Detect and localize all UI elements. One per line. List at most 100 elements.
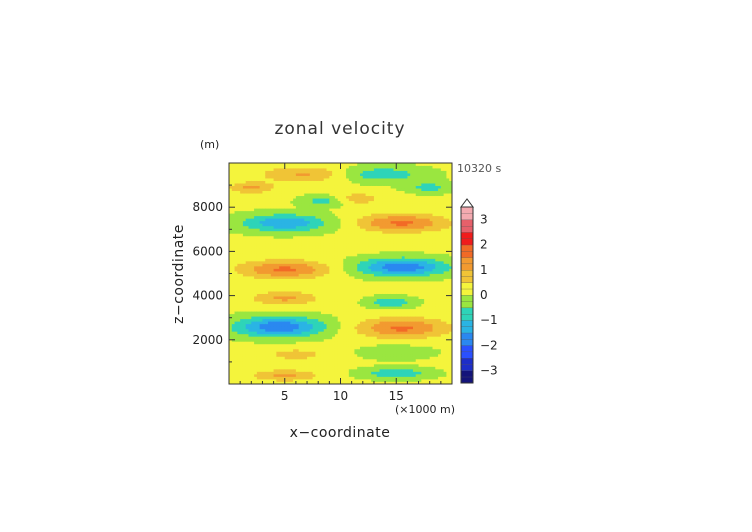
heatmap-cell [256, 170, 261, 174]
heatmap-cell [279, 205, 283, 209]
heatmap-cell [373, 193, 378, 197]
heatmap-cell [276, 178, 280, 181]
heatmap-cell [240, 283, 244, 287]
heatmap-cell [276, 200, 280, 204]
heatmap-cell [315, 220, 319, 224]
heatmap-cell [365, 245, 369, 249]
heatmap-cell [320, 225, 325, 229]
heatmap-cell [231, 308, 235, 312]
heatmap-cell [284, 373, 288, 377]
heatmap-cell [340, 223, 344, 227]
heatmap-cell [354, 265, 358, 269]
heatmap-cell [346, 270, 350, 274]
heatmap-cell [234, 240, 238, 244]
heatmap-cell [265, 175, 269, 179]
heatmap-cell [254, 185, 258, 189]
heatmap-cell [357, 361, 361, 365]
heatmap-cell [348, 248, 353, 252]
heatmap-cell [376, 353, 380, 357]
heatmap-cell [279, 170, 283, 174]
heatmap-cell [382, 318, 386, 322]
heatmap-cell [329, 235, 333, 239]
heatmap-cell [301, 336, 305, 340]
heatmap-cell [256, 353, 261, 357]
heatmap-cell [273, 245, 277, 249]
heatmap-cell [237, 198, 241, 202]
heatmap-cell [385, 356, 389, 360]
heatmap-cell [365, 338, 369, 342]
heatmap-cell [231, 311, 235, 315]
heatmap-cell [320, 346, 325, 350]
heatmap-cell [231, 358, 235, 362]
heatmap-cell [245, 293, 249, 297]
heatmap-cell [234, 351, 238, 355]
heatmap-cell [360, 225, 364, 229]
heatmap-cell [365, 373, 369, 377]
heatmap-cell [365, 228, 369, 232]
heatmap-cell [298, 373, 302, 377]
heatmap-cell [251, 243, 255, 247]
heatmap-cell [262, 240, 266, 244]
heatmap-cell [245, 228, 249, 232]
heatmap-cell [273, 173, 277, 176]
heatmap-cell [229, 200, 233, 204]
heatmap-cell [259, 210, 263, 214]
heatmap-cell [245, 213, 249, 217]
heatmap-cell [371, 243, 375, 247]
heatmap-cell [326, 195, 330, 199]
heatmap-cell [373, 263, 378, 267]
heatmap-cell [254, 336, 258, 340]
heatmap-cell [371, 296, 375, 300]
heatmap-cell [360, 351, 364, 355]
heatmap-cell [307, 333, 311, 337]
heatmap-cell [334, 173, 339, 176]
heatmap-cell [268, 343, 272, 347]
heatmap-cell [265, 378, 269, 382]
heatmap-cell [270, 258, 274, 262]
heatmap-cell [248, 248, 252, 252]
heatmap-cell [287, 218, 291, 222]
heatmap-cell [357, 346, 361, 350]
heatmap-cell [304, 233, 308, 237]
heatmap-cell [240, 301, 244, 305]
heatmap-cell [259, 258, 263, 262]
heatmap-cell [276, 168, 280, 171]
heatmap-cell [343, 313, 347, 317]
heatmap-cell [270, 255, 274, 259]
heatmap-cell [315, 353, 319, 357]
heatmap-cell [385, 248, 389, 252]
heatmap-cell [231, 378, 235, 382]
heatmap-cell [262, 301, 266, 305]
heatmap-cell [309, 343, 314, 347]
heatmap-cell [371, 210, 375, 214]
heatmap-cell [340, 356, 344, 360]
heatmap-cell [279, 228, 283, 232]
heatmap-cell [360, 248, 364, 252]
heatmap-cell [295, 311, 300, 315]
heatmap-cell [284, 248, 288, 252]
heatmap-cell [281, 296, 286, 300]
heatmap-cell [373, 223, 378, 227]
heatmap-cell [376, 378, 380, 382]
heatmap-cell [273, 346, 277, 350]
heatmap-cell [368, 281, 372, 284]
heatmap-cell [245, 178, 249, 181]
heatmap-cell [270, 178, 274, 181]
heatmap-cell [348, 173, 353, 176]
heatmap-cell [254, 371, 258, 375]
heatmap-cell [270, 343, 274, 347]
heatmap-cell [237, 163, 241, 166]
heatmap-cell [382, 228, 386, 232]
heatmap-cell [231, 218, 235, 222]
heatmap-cell [231, 243, 235, 247]
heatmap-cell [254, 230, 258, 234]
heatmap-cell [368, 283, 372, 287]
heatmap-cell [293, 283, 297, 287]
heatmap-cell [259, 338, 263, 342]
heatmap-cell [326, 336, 330, 340]
heatmap-cell [270, 185, 274, 189]
heatmap-cell [307, 343, 311, 347]
heatmap-cell [376, 265, 380, 269]
heatmap-cell [326, 170, 330, 174]
heatmap-cell [334, 198, 339, 202]
